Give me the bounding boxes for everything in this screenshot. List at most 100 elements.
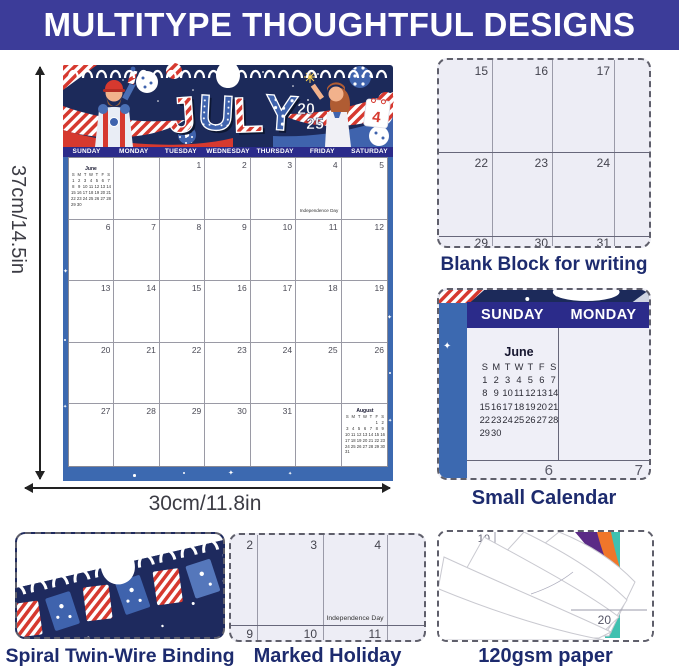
marked-holiday-caption: Marked Holiday	[253, 645, 402, 667]
grid-cell	[513, 427, 524, 440]
dot	[183, 472, 185, 474]
grid-cell: 2	[205, 158, 251, 220]
dot	[389, 372, 391, 374]
purple-tab	[575, 532, 613, 578]
height-arrow	[35, 66, 45, 480]
grid-cell: W	[514, 362, 524, 372]
svg-text:U: U	[197, 84, 236, 142]
grid-cell: 11	[296, 219, 342, 281]
grid-cell: 20	[536, 401, 547, 412]
sparkle-icon: ✦	[288, 471, 293, 477]
blank-block-panel: 15 16 17 22 23 24 29 30 31	[437, 58, 651, 248]
small-calendar-panel: ✦ SUNDAY MONDAY June S M T W T F S 1 2 3 4 5 6 7 8 9 10 1…	[437, 288, 651, 480]
wall-calendar: J U L Y J U L Y 20 25 4	[63, 57, 394, 481]
weekday-header: SUNDAY MONDAY TUESDAY WEDNESDAY THURSDAY…	[63, 147, 393, 157]
grid-line	[614, 60, 615, 246]
man-figure	[95, 66, 138, 147]
weekday-label: TUESDAY	[164, 148, 197, 155]
month-lettering: J U L Y J U L Y	[165, 83, 302, 146]
svg-text:20: 20	[297, 101, 315, 118]
grid-row: 22 23 24 25 26 27 28	[477, 414, 561, 427]
grid-cell: 18	[296, 281, 342, 343]
arrow-left-icon	[24, 483, 33, 493]
grid-cell: 7	[550, 375, 556, 386]
june-mini-calendar: June S M T W T F S 1 2 3 4 5 6 7 8 9 10 11 12 13 14 15 16 17 18 1…	[477, 345, 561, 440]
date-number: 3	[310, 538, 317, 552]
grid-cell: 22	[479, 414, 490, 425]
july-header-art: J U L Y J U L Y 20 25 4	[63, 57, 394, 147]
frame-right: ✦ ✦	[387, 157, 393, 481]
sparkle-icon: ✦	[228, 470, 234, 477]
grid-cell: 19	[341, 281, 387, 343]
grid-cell: 30	[205, 404, 251, 466]
blue-frame-strip	[439, 290, 467, 478]
grid-cell: F	[538, 362, 545, 372]
grid-line	[467, 460, 649, 461]
sparkle-icon: ✦	[387, 315, 393, 321]
holiday-label: Independence Day	[326, 615, 384, 622]
grid-cell: 5	[341, 158, 387, 220]
hanging-hook-icon	[216, 57, 240, 88]
grid-cell: T	[527, 362, 534, 372]
date-number: 30	[534, 236, 548, 248]
frame-bottom: ✦ ✦	[63, 467, 393, 481]
width-dimension-label: 30cm/11.8in	[148, 492, 262, 515]
sparkle-icon: ✦	[63, 269, 69, 275]
small-calendar-caption: Small Calendar	[471, 487, 617, 509]
grid-cell: M	[492, 362, 501, 372]
grid-cell	[69, 158, 115, 220]
arrow-right-icon	[382, 483, 391, 493]
grid-cell: 14	[547, 388, 559, 399]
grid-cell: 10	[250, 219, 297, 281]
grid-cell: 15	[479, 401, 490, 412]
grid-cell	[342, 404, 387, 466]
date-icon: 4	[363, 97, 393, 129]
grid-cell: T	[504, 362, 511, 372]
date-number: 7	[634, 462, 643, 479]
woman-figure	[304, 71, 351, 147]
grid-cell: 1	[159, 158, 206, 220]
grid-cell: 13	[536, 388, 547, 399]
grid-cell: 14	[114, 281, 160, 343]
grid-cell: 26	[341, 343, 387, 404]
svg-text:25: 25	[306, 116, 324, 133]
svg-text:U: U	[199, 87, 238, 145]
weekday-label: FRIDAY	[309, 148, 335, 155]
frame-left: ✦ ✦	[63, 157, 68, 481]
date-number: 29	[474, 236, 488, 248]
sparkle-icon: ✦	[388, 418, 393, 424]
dot	[133, 474, 136, 477]
grid-cell: 2	[493, 375, 499, 386]
header-art-sliver	[439, 290, 649, 303]
date-number: 2	[246, 538, 253, 552]
grid-cell	[296, 404, 342, 466]
grid-cell: 1	[482, 375, 488, 386]
spiral-binding-caption: Spiral Twin-Wire Binding	[5, 645, 235, 667]
grid-line	[552, 60, 553, 246]
grid-cell: 24	[250, 342, 297, 404]
hanging-hook-icon	[100, 539, 135, 585]
svg-text:Y: Y	[265, 87, 302, 145]
date-number: 23	[534, 156, 548, 170]
blue-swoosh	[273, 116, 393, 147]
grid-cell: 5	[527, 375, 533, 386]
grid-row: 8 9 10 11 12 13 14	[477, 387, 561, 400]
svg-text:J: J	[169, 88, 201, 146]
grid-cell: 12	[525, 388, 536, 399]
grid-cell: 23	[205, 342, 251, 404]
arrow-down-icon	[35, 471, 45, 480]
grid-line	[257, 535, 258, 640]
grid-row: 15 16 17 18 19 20 21	[477, 401, 561, 414]
grid-cell: S	[550, 362, 557, 372]
grid-cell: 4	[516, 375, 522, 386]
grid-cell: 27	[536, 414, 547, 425]
grid-cell: 12	[341, 220, 387, 281]
svg-text:4: 4	[371, 109, 382, 127]
grid-row: 29 30	[477, 427, 561, 440]
mini-calendar-grid: S M T W T F S 1 2 3 4 5 6 7 8 9 10 11 12 13 14 15 16 17 18 19 20 21…	[477, 361, 561, 440]
date-number: 16	[534, 64, 548, 78]
grid-cell	[525, 427, 536, 440]
grid-cell: 9	[205, 219, 251, 281]
banner-title: MULTITYPE THOUGHTFUL DESIGNS	[43, 6, 636, 43]
grid-cell: 22	[159, 342, 206, 404]
